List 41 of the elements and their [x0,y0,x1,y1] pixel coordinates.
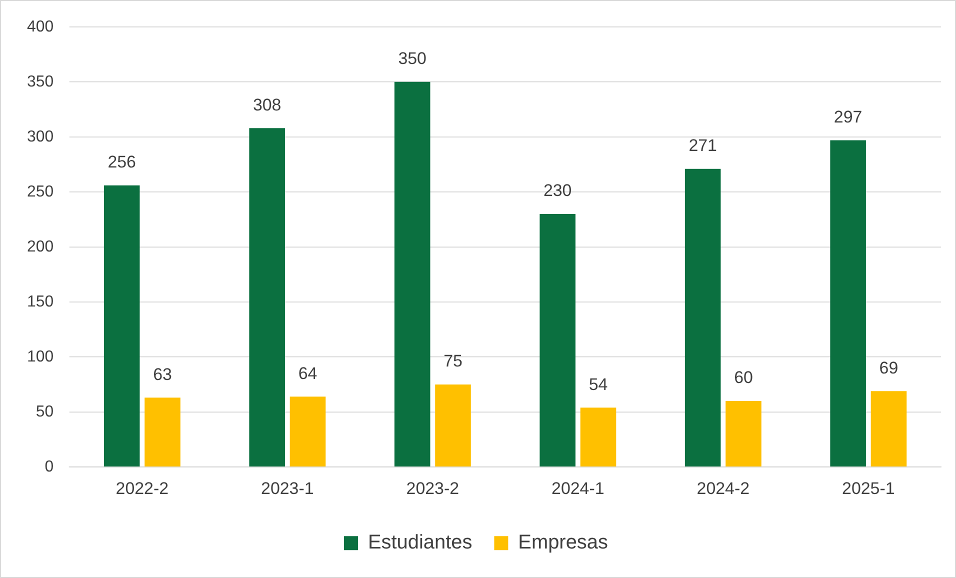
x-tick-label: 2024-2 [696,478,750,498]
y-tick-label: 400 [26,18,54,36]
data-label: 350 [398,49,426,68]
legend-label: Empresas [518,532,608,554]
bar [249,128,285,466]
y-tick-label: 350 [26,73,54,90]
data-label: 230 [543,181,572,200]
y-tick-label: 100 [26,348,54,366]
data-label: 69 [879,358,898,378]
data-label: 60 [734,368,753,388]
bar [435,384,471,466]
y-tick-label: 50 [36,403,54,420]
bar [540,214,576,466]
bar [830,140,866,466]
x-tick-label: 2023-1 [261,478,314,498]
data-label: 54 [588,374,608,394]
bar [144,398,180,466]
legend-label: Estudiantes [368,532,472,554]
y-tick-label: 0 [44,458,54,476]
y-tick-label: 300 [26,128,54,146]
y-tick-label: 200 [26,238,54,256]
bar [290,396,326,466]
data-label: 308 [252,95,282,114]
data-label: 271 [688,136,717,156]
data-label: 64 [298,364,318,383]
x-tick-label: 2023-2 [406,478,460,498]
bar [580,408,616,466]
data-label: 75 [444,352,462,371]
x-tick-label: 2025-1 [842,478,895,498]
bar [726,400,762,466]
bar [870,391,907,466]
y-tick-label: 250 [26,183,54,200]
data-label: 256 [108,152,136,172]
bar [104,185,140,466]
x-tick-label: 2024-1 [552,478,604,498]
data-label: 63 [153,364,172,384]
bar [684,168,721,466]
data-label: 297 [834,107,862,126]
x-tick-label: 2022-2 [116,478,169,498]
bar [394,82,430,466]
y-tick-label: 150 [26,293,54,310]
